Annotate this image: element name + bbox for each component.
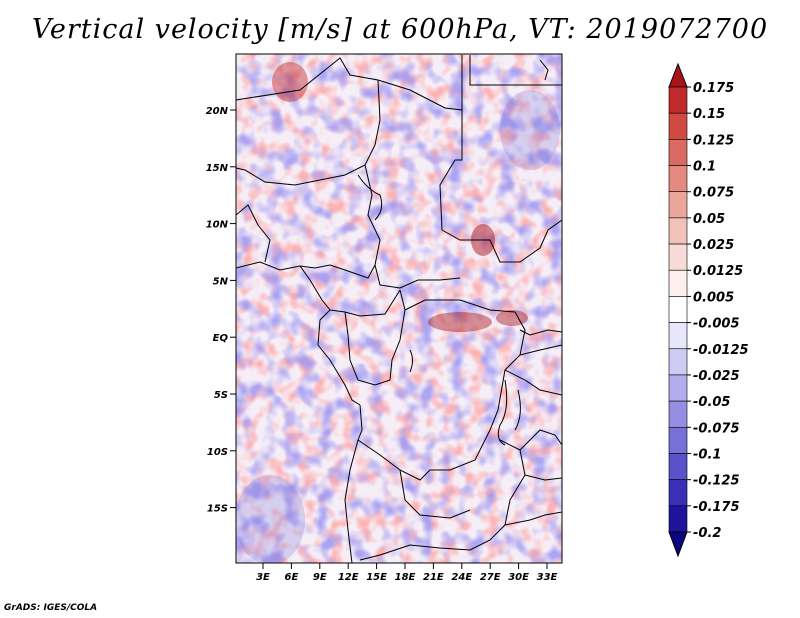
- colorbar-segment: [668, 296, 688, 323]
- colorbar-segment: [668, 426, 688, 454]
- colorbar-label: 0.15: [693, 107, 725, 122]
- colorbar-label: 0.05: [693, 212, 725, 227]
- colorbar-label: 0.075: [693, 186, 734, 201]
- colorbar-top-arrow: [668, 62, 688, 88]
- lon-tick-label: 30E: [508, 572, 529, 583]
- lat-tick-label: 5S: [214, 390, 228, 401]
- lat-tick-label: EQ: [213, 333, 229, 344]
- lat-tick-label: 15N: [206, 163, 229, 174]
- colorbar-segment: [668, 400, 688, 428]
- colorbar: 0.175 0.15 0.125 0.1 0.075 0.05 0.025 0.0125 0.0…: [668, 62, 749, 558]
- colorbar-segment: [668, 165, 688, 193]
- lat-tick-label: 20N: [206, 106, 229, 117]
- colorbar-label: -0.2: [693, 526, 721, 541]
- country-borders: [236, 55, 562, 563]
- lat-tick-label: 10N: [206, 220, 229, 231]
- colorbar-label: -0.075: [693, 421, 740, 436]
- velocity-field: [236, 54, 562, 563]
- lat-tick-label: 10S: [207, 447, 228, 458]
- colorbar-segment: [668, 243, 688, 271]
- colorbar-label: -0.1: [693, 447, 721, 462]
- lon-tick-label: 9E: [313, 572, 327, 583]
- lon-tick-label: 15E: [366, 572, 387, 583]
- lat-tick-label: 15S: [207, 504, 228, 515]
- map-frame: [235, 53, 563, 564]
- colorbar-segment: [668, 139, 688, 166]
- colorbar-label: -0.005: [693, 317, 740, 332]
- colorbar-label: 0.005: [693, 290, 734, 305]
- colorbar-bottom-arrow: [668, 531, 688, 558]
- colorbar-label: 0.175: [693, 81, 734, 96]
- colorbar-label: -0.175: [693, 500, 740, 515]
- lon-tick-label: 21E: [423, 572, 444, 583]
- colorbar-segment: [668, 269, 688, 297]
- colorbar-label: 0.0125: [693, 264, 743, 279]
- colorbar-label: 0.025: [693, 238, 734, 253]
- colorbar-label: -0.025: [693, 369, 740, 384]
- colorbar-label: 0.125: [693, 133, 734, 148]
- lon-tick-label: 3E: [256, 572, 270, 583]
- lon-tick-label: 33E: [537, 572, 558, 583]
- plot-title: Vertical velocity [m/s] at 600hPa, VT: 2…: [31, 14, 769, 45]
- colorbar-label: -0.125: [693, 474, 740, 489]
- lon-tick-label: 27E: [480, 572, 501, 583]
- lat-tick-label: 5N: [213, 276, 229, 287]
- lon-tick-label: 12E: [338, 572, 359, 583]
- colorbar-label: -0.0125: [693, 343, 749, 358]
- colorbar-label: 0.1: [693, 160, 716, 175]
- colorbar-segment: [668, 453, 688, 480]
- colorbar-segment: [668, 479, 688, 507]
- colorbar-segment: [668, 322, 688, 350]
- grads-credit: GrADS: IGES/COLA: [4, 603, 98, 613]
- colorbar-segment: [668, 112, 688, 140]
- colorbar-segment: [668, 374, 688, 402]
- colorbar-segment: [668, 191, 688, 219]
- colorbar-segment: [668, 86, 688, 114]
- latitude-axis: 20N 15N 10N 5N EQ 5S 10S 15S: [206, 106, 236, 515]
- colorbar-segment: [668, 348, 688, 376]
- lon-tick-label: 6E: [285, 572, 299, 583]
- colorbar-segment: [668, 505, 688, 533]
- lon-tick-label: 18E: [395, 572, 416, 583]
- lon-tick-label: 24E: [451, 572, 472, 583]
- longitude-axis: 3E 6E 9E 12E 15E 18E 21E 24E 27E 30E 33E: [256, 563, 558, 583]
- colorbar-segment: [668, 217, 688, 245]
- colorbar-label: -0.05: [693, 395, 730, 410]
